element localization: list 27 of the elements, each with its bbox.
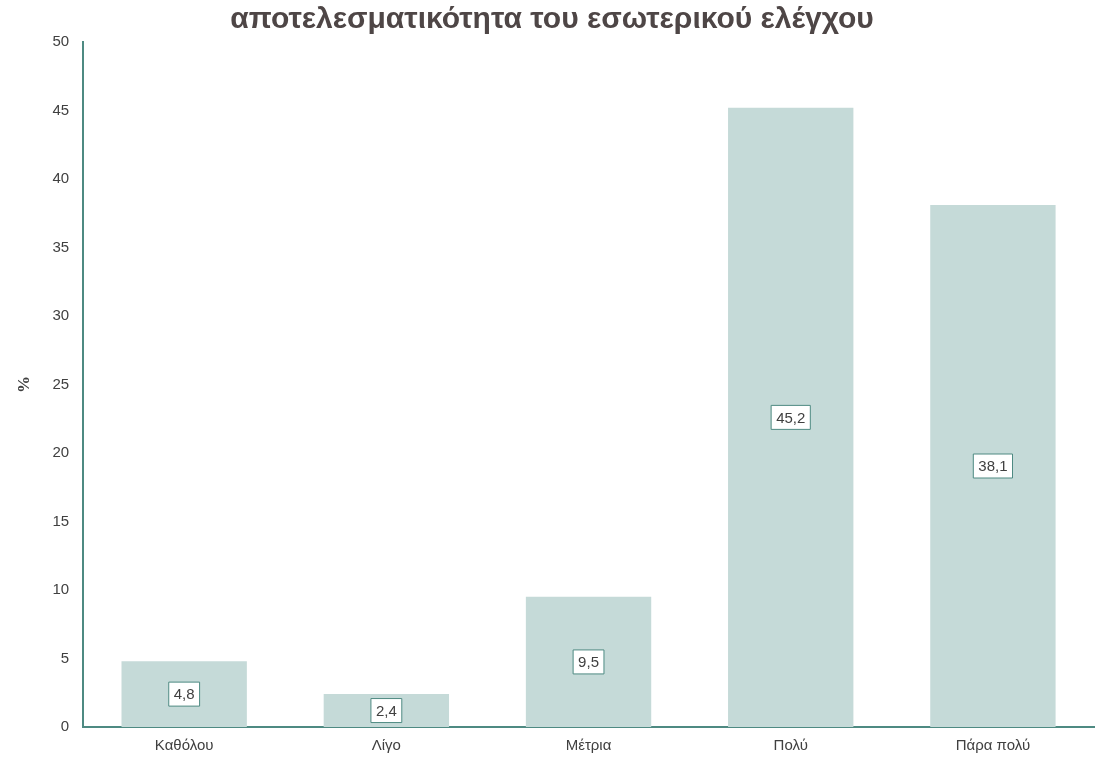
data-label: 4,8 <box>173 685 195 703</box>
y-tick-label: 20 <box>52 443 70 461</box>
x-tick-label: Πολύ <box>773 736 808 754</box>
y-tick-label: 30 <box>52 306 70 324</box>
x-tick-label: Μέτρια <box>565 736 612 754</box>
y-tick-label: 10 <box>52 580 70 598</box>
data-label: 38,1 <box>978 457 1008 475</box>
data-label: 9,5 <box>578 653 599 671</box>
data-label: 2,4 <box>375 701 397 719</box>
y-axis-title: % <box>13 376 33 393</box>
bar <box>930 205 1056 727</box>
bar <box>121 661 247 727</box>
bar <box>728 107 854 727</box>
y-tick-label: 35 <box>52 237 70 255</box>
bar <box>525 596 652 727</box>
y-tick-label: 45 <box>52 100 70 118</box>
y-tick-label: 5 <box>60 648 70 666</box>
y-tick-label: 0 <box>60 717 70 735</box>
y-tick-label: 15 <box>52 511 70 529</box>
y-tick-label: 40 <box>52 169 70 187</box>
y-tick-label: 25 <box>52 374 70 392</box>
x-tick-label: Πάρα πολύ <box>955 736 1031 754</box>
chart-title: αποτελεσματικότητα του εσωτερικού ελέγχου <box>230 1 874 35</box>
x-tick-label: Καθόλου <box>154 736 214 754</box>
data-label: 45,2 <box>776 408 806 426</box>
y-tick-label: 50 <box>52 32 70 50</box>
x-tick-label: Λίγο <box>371 736 401 754</box>
